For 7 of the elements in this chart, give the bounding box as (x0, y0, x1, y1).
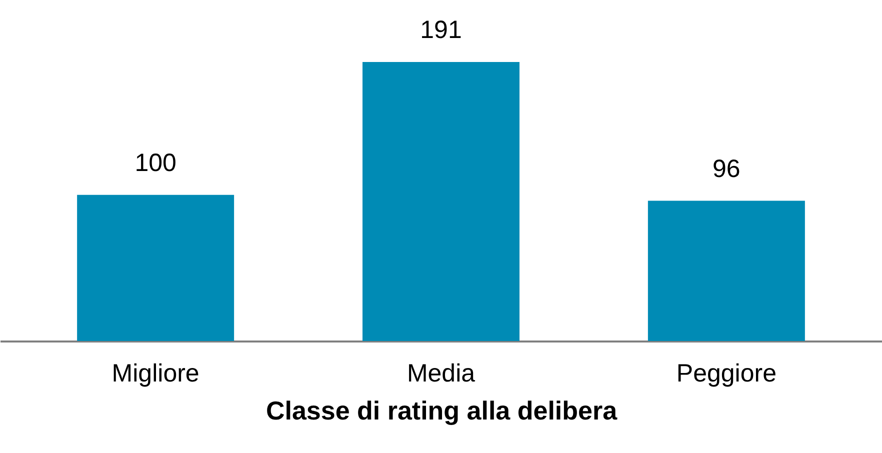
x-tick-label: Peggiore (676, 360, 776, 388)
data-label: 191 (420, 16, 462, 44)
x-tick-label: Media (406, 360, 476, 388)
x-tick-label: Migliore (112, 360, 200, 388)
data-label: 100 (134, 148, 176, 177)
data-label: 96 (712, 154, 740, 183)
x-axis-title: Classe di rating alla delibera (266, 396, 618, 426)
